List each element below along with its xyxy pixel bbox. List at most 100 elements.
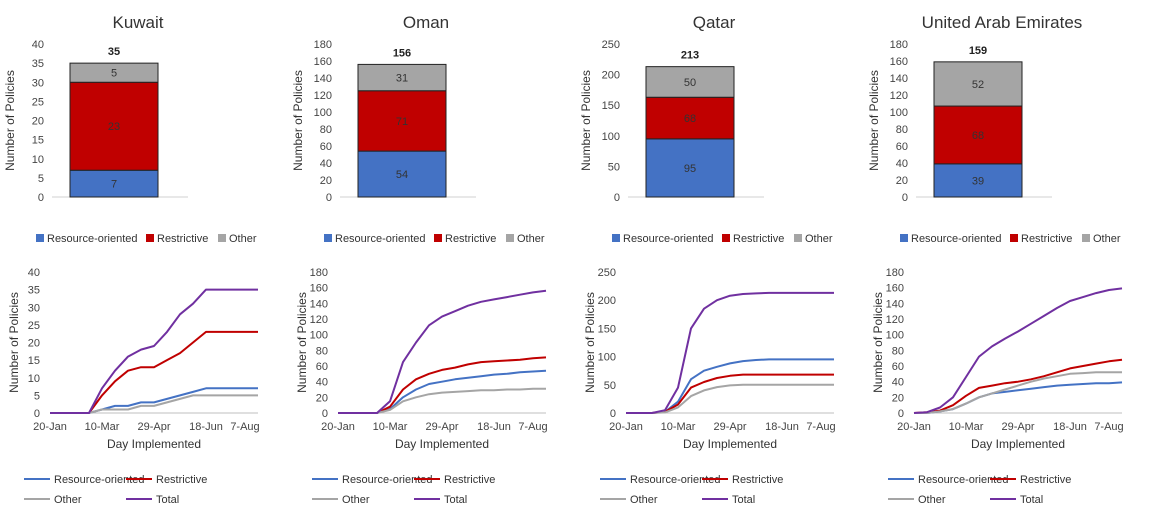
y-tick-label: 40 xyxy=(32,39,44,51)
bar-segment-restrictive xyxy=(69,81,159,171)
x-tick-label: 20-Jan xyxy=(33,421,67,433)
legend-swatch xyxy=(722,234,730,242)
bar-segment-restrictive xyxy=(933,105,1023,165)
y-tick-label: 60 xyxy=(320,141,332,153)
segment-value-label: 95 xyxy=(684,163,696,175)
y-tick-label: 140 xyxy=(310,298,328,310)
series-line-total xyxy=(50,288,258,414)
legend-label: Restrictive xyxy=(156,474,207,486)
bar-segment-resource-oriented xyxy=(645,138,735,198)
legend-swatch xyxy=(612,234,620,242)
y-tick-label: 15 xyxy=(32,135,44,147)
y-tick-label: 160 xyxy=(886,283,904,295)
y-tick-label: 10 xyxy=(28,373,40,385)
x-tick-label: 10-Mar xyxy=(661,421,696,433)
segment-value-label: 39 xyxy=(972,175,984,187)
bar-total-label: 159 xyxy=(969,45,987,57)
series-line-other xyxy=(626,383,834,414)
y-tick-label: 50 xyxy=(608,161,620,173)
y-tick-label: 40 xyxy=(320,158,332,170)
y-tick-label: 150 xyxy=(602,100,620,112)
legend-label: Total xyxy=(732,494,755,506)
legend-label: Other xyxy=(54,494,82,506)
legend-label: Other xyxy=(1093,233,1121,245)
bar-chart-2: Oman 0 20 40 60 80 100 120 140 160 180 Number of Po… xyxy=(291,13,545,245)
bar-segment-other xyxy=(69,62,159,83)
y-tick-label: 40 xyxy=(316,377,328,389)
y-tick-label: 160 xyxy=(890,56,908,68)
y-tick-label: 250 xyxy=(602,39,620,51)
x-axis-label: Day Implemented xyxy=(395,437,489,451)
x-axis-label: Day Implemented xyxy=(971,437,1065,451)
segment-value-label: 23 xyxy=(108,121,120,133)
y-tick-label: 80 xyxy=(896,124,908,136)
segment-value-label: 54 xyxy=(396,169,408,181)
x-tick-label: 29-Apr xyxy=(137,421,170,433)
y-tick-label: 50 xyxy=(604,380,616,392)
legend-label: Other xyxy=(805,233,833,245)
y-tick-label: 5 xyxy=(38,173,44,185)
y-tick-label: 40 xyxy=(28,267,40,279)
legend-swatch xyxy=(324,234,332,242)
x-tick-label: 29-Apr xyxy=(713,421,746,433)
bar-total-label: 35 xyxy=(108,46,120,58)
y-tick-label: 100 xyxy=(890,107,908,119)
y-tick-label: 100 xyxy=(886,330,904,342)
legend-label: Resource-oriented xyxy=(918,474,1009,486)
segment-value-label: 52 xyxy=(972,79,984,91)
legend-label: Resource-oriented xyxy=(630,474,721,486)
chart-title: Kuwait xyxy=(112,13,163,32)
x-tick-label: 7-Aug xyxy=(1094,421,1123,433)
bar-segment-other xyxy=(933,61,1023,107)
bar-segment-restrictive xyxy=(645,96,735,140)
y-tick-label: 0 xyxy=(898,408,904,420)
bar-legend: Resource-oriented Restrictive Other xyxy=(324,233,545,245)
y-axis-label: Number of Policies xyxy=(7,292,21,393)
legend-label: Other xyxy=(342,494,370,506)
line-chart-4: 0 20 40 60 80 100 120 140 160 180 20-Jan 10-Mar 29-A… xyxy=(871,267,1124,506)
legend-label: Restrictive xyxy=(732,474,783,486)
legend-label: Resource-oriented xyxy=(342,474,433,486)
line-chart-1: 0 5 10 15 20 25 30 35 40 20-Jan 10-Mar 29-Apr 18-Jun… xyxy=(7,267,260,506)
y-tick-label: 80 xyxy=(316,345,328,357)
y-tick-label: 180 xyxy=(310,267,328,279)
series-line-restrictive xyxy=(913,358,1123,414)
segment-value-label: 68 xyxy=(972,130,984,142)
bar-segment-other xyxy=(645,66,735,98)
x-tick-label: 7-Aug xyxy=(806,421,835,433)
x-tick-label: 10-Mar xyxy=(85,421,120,433)
segment-value-label: 71 xyxy=(396,116,408,128)
bar-segment-other xyxy=(357,63,447,92)
x-tick-label: 10-Mar xyxy=(949,421,984,433)
legend-swatch xyxy=(794,234,802,242)
y-tick-label: 0 xyxy=(34,408,40,420)
y-tick-label: 120 xyxy=(310,314,328,326)
legend-label: Other xyxy=(517,233,545,245)
y-tick-label: 200 xyxy=(602,70,620,82)
bar-legend: Resource-oriented Restrictive Other xyxy=(900,233,1121,245)
legend-label: Other xyxy=(918,494,946,506)
x-tick-label: 18-Jun xyxy=(1053,421,1087,433)
line-chart-3: 0 50 100 150 200 250 20-Jan 10-Mar 29-Apr 18-Jun 7… xyxy=(583,267,836,506)
y-tick-label: 160 xyxy=(310,283,328,295)
x-tick-label: 20-Jan xyxy=(897,421,931,433)
segment-value-label: 5 xyxy=(111,68,117,80)
y-tick-label: 5 xyxy=(34,390,40,402)
segment-value-label: 50 xyxy=(684,77,696,89)
legend-swatch xyxy=(434,234,442,242)
legend-swatch xyxy=(1010,234,1018,242)
legend-label: Resource-oriented xyxy=(47,233,138,245)
line-legend: Resource-oriented Restrictive Other Total xyxy=(888,474,1071,506)
y-tick-label: 20 xyxy=(28,338,40,350)
y-axis-label: Number of Policies xyxy=(3,70,17,171)
bar-total-label: 156 xyxy=(393,47,411,59)
legend-swatch xyxy=(1082,234,1090,242)
y-tick-label: 100 xyxy=(314,107,332,119)
legend-label: Resource-oriented xyxy=(911,233,1002,245)
y-tick-label: 35 xyxy=(28,285,40,297)
chart-title: United Arab Emirates xyxy=(922,13,1083,32)
series-line-resource-oriented xyxy=(50,387,258,414)
bar-legend: Resource-oriented Restrictive Other xyxy=(36,233,257,245)
series-line-other xyxy=(338,387,546,414)
y-tick-label: 40 xyxy=(892,377,904,389)
